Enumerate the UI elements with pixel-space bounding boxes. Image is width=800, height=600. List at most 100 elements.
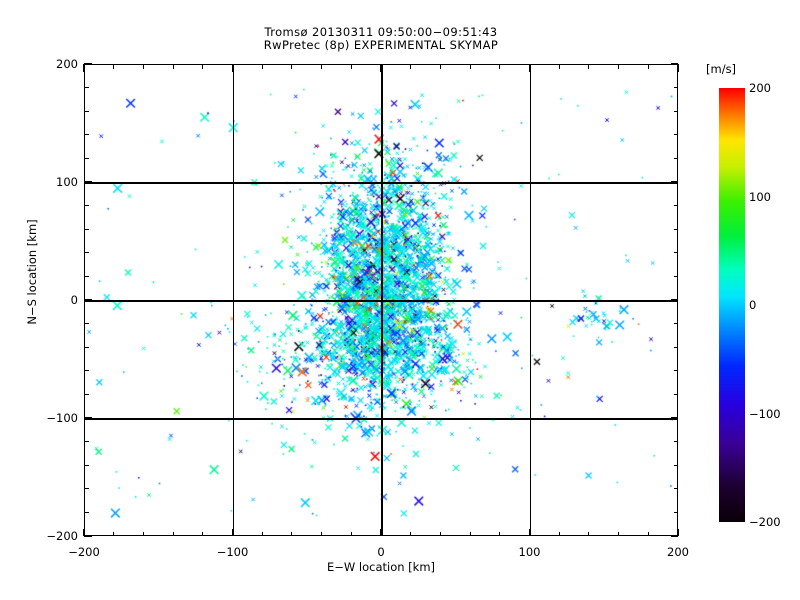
x-tick-label: −100 xyxy=(216,545,249,559)
title-line-2: RwPretec (8p) EXPERIMENTAL SKYMAP xyxy=(263,38,499,52)
y-tick-minor xyxy=(84,535,92,537)
x-tick-label: 200 xyxy=(667,545,689,559)
scatter-points-canvas xyxy=(85,65,677,535)
title-line-1: Tromsø 20130311 09:50:00−09:51:43 xyxy=(264,25,498,39)
x-tick-minor xyxy=(261,531,263,536)
x-tick-minor xyxy=(83,528,85,536)
colorbar-tick-label: 100 xyxy=(749,189,771,204)
y-tick-minor xyxy=(84,205,89,207)
x-tick-minor-top xyxy=(647,64,649,69)
colorbar-tick-label: −200 xyxy=(749,515,781,529)
x-tick-minor xyxy=(499,531,501,536)
gridline-horizontal xyxy=(85,300,677,302)
figure-title: Tromsø 20130311 09:50:00−09:51:43 RwPret… xyxy=(0,26,762,52)
y-tick-label: −200 xyxy=(46,529,78,543)
x-tick-minor xyxy=(469,531,471,536)
y-tick-minor-right xyxy=(670,535,678,537)
y-tick-minor-right xyxy=(673,323,678,325)
x-tick-minor-top xyxy=(113,64,115,69)
x-tick-minor-top xyxy=(528,64,531,72)
y-tick-minor-right xyxy=(673,511,678,513)
y-tick-minor xyxy=(84,488,89,490)
y-tick-minor xyxy=(84,299,92,301)
x-tick-minor-top xyxy=(231,64,234,72)
x-tick-minor-top xyxy=(350,64,352,69)
x-tick-minor xyxy=(231,528,234,536)
y-tick-minor xyxy=(84,134,89,136)
x-tick-minor xyxy=(350,531,352,536)
x-tick-minor-top xyxy=(261,64,263,69)
x-tick-minor-top xyxy=(83,64,85,72)
y-tick-label: −100 xyxy=(46,411,78,425)
y-tick-minor xyxy=(84,464,89,466)
x-tick-minor xyxy=(291,531,293,536)
x-tick-minor xyxy=(528,528,531,536)
y-tick-minor xyxy=(84,441,89,443)
y-tick-minor xyxy=(84,393,89,395)
x-tick-minor xyxy=(618,531,620,536)
y-tick-minor xyxy=(84,346,89,348)
colorbar-tick-label: 200 xyxy=(749,81,771,95)
x-tick-minor xyxy=(410,531,412,536)
x-tick-minor-top xyxy=(172,64,174,69)
y-tick-label: 200 xyxy=(56,57,78,71)
y-tick-minor-right xyxy=(673,464,678,466)
y-tick-minor-right xyxy=(670,417,678,419)
y-tick-minor-right xyxy=(673,275,678,277)
colorbar-tick-label: 0 xyxy=(749,298,757,312)
x-tick-minor xyxy=(558,531,560,536)
y-tick-minor xyxy=(84,87,89,89)
gridline-vertical xyxy=(529,65,532,535)
y-tick-minor-right xyxy=(673,87,678,89)
y-tick-minor-right xyxy=(673,488,678,490)
y-tick-minor xyxy=(84,181,92,183)
x-tick-label: 0 xyxy=(377,545,385,559)
x-tick-minor-top xyxy=(677,64,679,72)
colorbar[interactable] xyxy=(719,88,745,522)
x-tick-minor-top xyxy=(439,64,441,69)
x-tick-minor-top xyxy=(618,64,620,69)
x-tick-minor-top xyxy=(558,64,560,69)
y-axis-title: N−S location [km] xyxy=(25,219,39,325)
x-tick-minor-top xyxy=(321,64,323,69)
x-tick-minor-top xyxy=(588,64,590,69)
x-tick-minor-top xyxy=(291,64,293,69)
x-tick-minor xyxy=(113,531,115,536)
x-tick-minor xyxy=(647,531,649,536)
gridline-horizontal xyxy=(85,418,677,420)
y-tick-minor xyxy=(84,228,89,230)
gridline-vertical xyxy=(232,65,235,535)
y-tick-minor-right xyxy=(670,63,678,65)
x-tick-minor-top xyxy=(380,64,382,72)
x-tick-minor-top xyxy=(142,64,144,69)
colorbar-title: [m/s] xyxy=(706,62,737,76)
y-tick-minor xyxy=(84,63,92,65)
y-tick-minor-right xyxy=(673,228,678,230)
x-tick-minor xyxy=(172,531,174,536)
y-tick-minor-right xyxy=(673,134,678,136)
x-tick-minor xyxy=(142,531,144,536)
y-tick-minor-right xyxy=(673,393,678,395)
y-tick-minor xyxy=(84,511,89,513)
scatter-plot-area[interactable] xyxy=(84,64,678,536)
y-tick-minor-right xyxy=(673,157,678,159)
x-tick-minor-top xyxy=(499,64,501,69)
y-tick-minor-right xyxy=(673,205,678,207)
y-tick-label: 100 xyxy=(56,175,78,189)
y-tick-minor xyxy=(84,275,89,277)
x-tick-minor xyxy=(321,531,323,536)
y-tick-minor-right xyxy=(670,299,678,301)
y-tick-minor-right xyxy=(673,370,678,372)
y-tick-minor xyxy=(84,323,89,325)
y-tick-minor-right xyxy=(673,110,678,112)
gridline-vertical xyxy=(381,65,383,535)
x-tick-minor xyxy=(380,528,382,536)
x-tick-minor xyxy=(439,531,441,536)
x-tick-minor-top xyxy=(410,64,412,69)
y-tick-minor xyxy=(84,417,92,419)
y-tick-minor-right xyxy=(673,252,678,254)
x-tick-minor xyxy=(202,531,204,536)
y-tick-minor xyxy=(84,110,89,112)
x-tick-minor-top xyxy=(469,64,471,69)
